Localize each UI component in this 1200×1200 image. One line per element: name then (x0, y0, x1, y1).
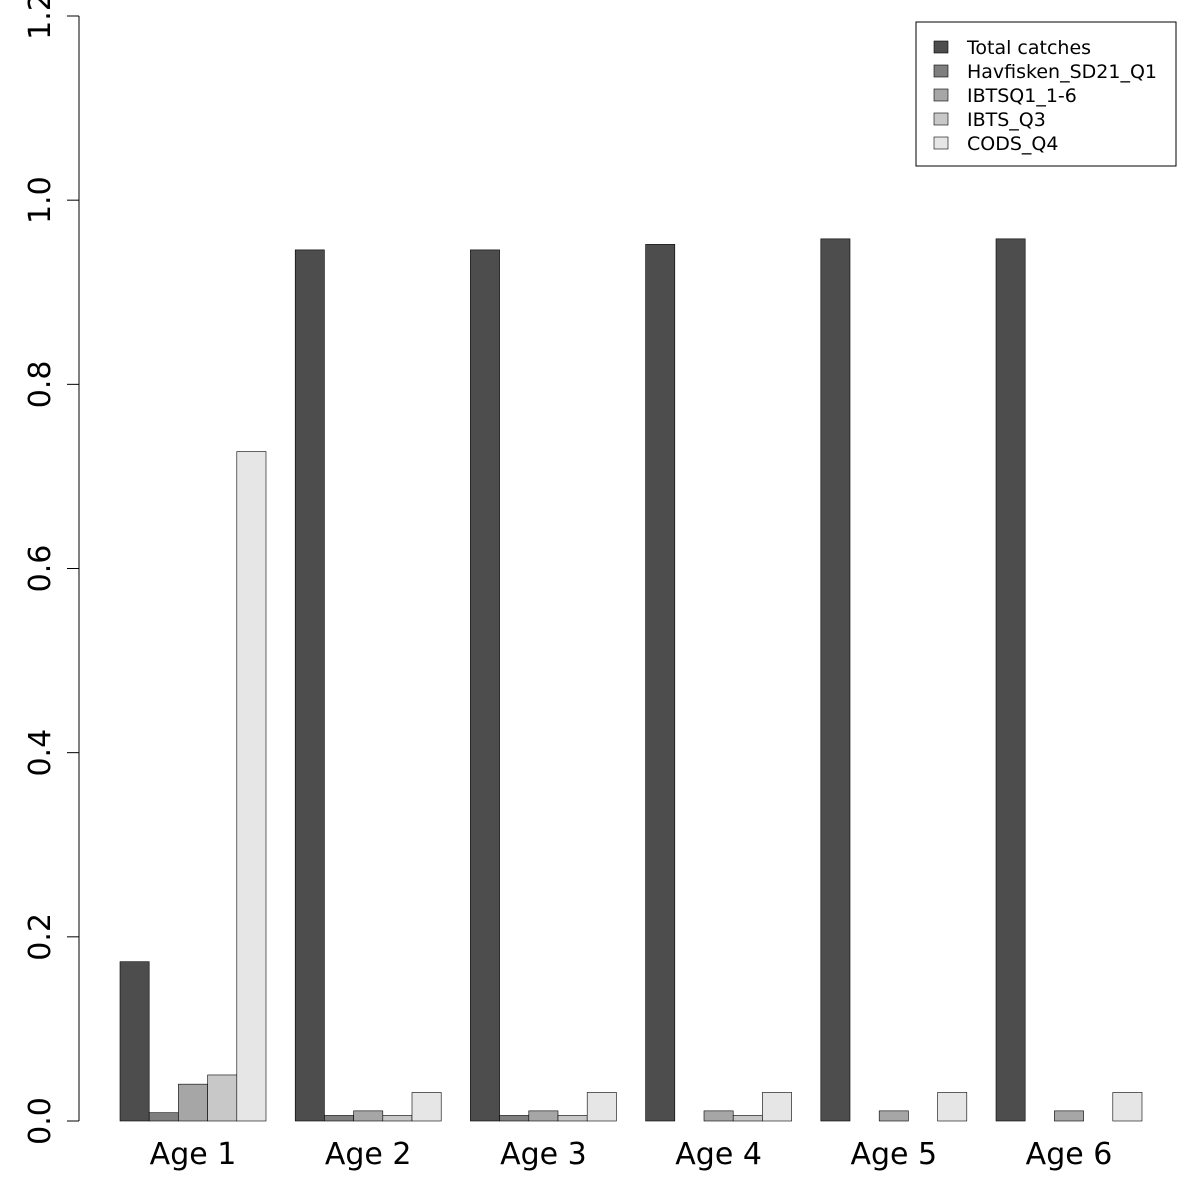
bar-cods-q4 (937, 1092, 968, 1122)
y-tick-label: 1.2 (23, 0, 58, 40)
legend-swatch (933, 136, 949, 150)
bar-total-catches (995, 238, 1026, 1122)
bar-ibtsq1-1-6 (703, 1110, 734, 1122)
x-tick-label: Age 3 (500, 1137, 587, 1172)
bar-ibtsq1-1-6 (878, 1110, 909, 1122)
bar-total-catches (820, 238, 851, 1122)
legend-swatch (933, 88, 949, 102)
legend-label: IBTS_Q3 (967, 109, 1046, 131)
bar-ibts-q3 (557, 1115, 588, 1122)
bar-ibtsq1-1-6 (353, 1110, 384, 1122)
bar-havfisken-sd21-q1 (324, 1115, 354, 1122)
bar-ibts-q3 (732, 1115, 763, 1122)
legend-swatch (933, 40, 949, 54)
bars (119, 238, 1143, 1122)
bar-cods-q4 (411, 1092, 442, 1122)
y-tick-label: 0.0 (23, 1097, 58, 1145)
x-tick-label: Age 5 (850, 1137, 937, 1172)
bar-total-catches (119, 961, 150, 1122)
bar-cods-q4 (1112, 1092, 1143, 1122)
bar-cods-q4 (762, 1092, 792, 1122)
bar-ibts-q3 (382, 1115, 413, 1122)
legend-label: IBTSQ1_1-6 (967, 85, 1077, 107)
bar-ibtsq1-1-6 (1054, 1110, 1084, 1122)
bar-havfisken-sd21-q1 (499, 1115, 530, 1122)
bar-total-catches (294, 249, 325, 1122)
legend-label: CODS_Q4 (967, 133, 1058, 155)
legend-swatch (933, 64, 949, 78)
y-tick-label: 0.2 (23, 913, 58, 961)
x-tick-label: Age 2 (325, 1137, 412, 1172)
bar-total-catches (470, 249, 500, 1122)
legend-label: Havfisken_SD21_Q1 (967, 61, 1157, 83)
y-tick-label: 0.4 (23, 729, 58, 777)
bar-ibtsq1-1-6 (178, 1083, 208, 1122)
legend: Total catchesHavfisken_SD21_Q1IBTSQ1_1-6… (915, 21, 1177, 167)
x-tick-label: Age 4 (675, 1137, 762, 1172)
y-tick-label: 0.6 (23, 545, 58, 593)
bar-cods-q4 (236, 451, 267, 1122)
legend-label: Total catches (966, 37, 1091, 59)
y-tick-label: 0.8 (23, 360, 58, 408)
y-tick-label: 1.0 (23, 176, 58, 224)
bar-ibtsq1-1-6 (528, 1110, 559, 1122)
legend-box (915, 21, 1177, 167)
y-axis: 0.0 0.2 0.4 0.6 0.8 1.0 1.2 (23, 0, 79, 1145)
x-tick-label: Age 6 (1026, 1137, 1113, 1172)
bar-total-catches (645, 244, 676, 1122)
bar-cods-q4 (586, 1092, 617, 1122)
bar-havfisken-sd21-q1 (148, 1112, 179, 1122)
x-axis-labels: Age 1 Age 2 Age 3 Age 4 Age 5 Age 6 (150, 1137, 1113, 1172)
bar-ibts-q3 (207, 1074, 238, 1122)
legend-swatch (933, 112, 949, 126)
x-tick-label: Age 1 (150, 1137, 237, 1172)
